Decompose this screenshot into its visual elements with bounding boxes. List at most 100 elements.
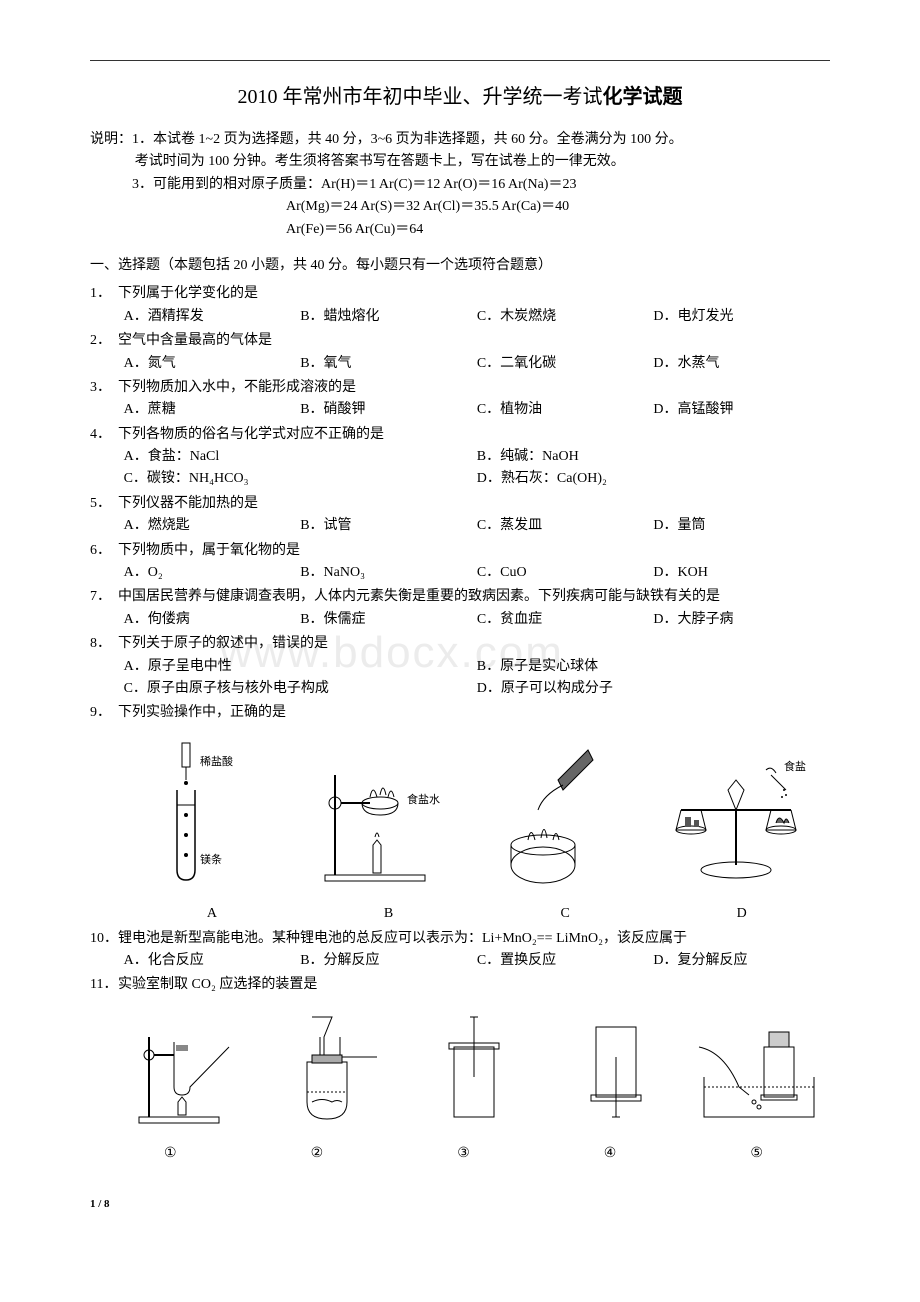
instr-line-2: 考试时间为 100 分钟。考生须将答案书写在答题卡上，写在试卷上的一律无效。 [90,151,830,173]
section-heading: 一、选择题（本题包括 20 小题，共 40 分。每小题只有一个选项符合题意） [90,255,830,277]
q2-opt-c: C．二氧化碳 [477,353,654,375]
question-10: 10．锂电池是新型高能电池。某种锂电池的总反应可以表示为：Li+MnO₂== L… [90,928,830,973]
q6-text: 下列物质中，属于氧化物的是 [118,540,830,562]
q10-text: 锂电池是新型高能电池。某种锂电池的总反应可以表示为：Li+MnO₂== LiMn… [118,928,830,950]
q11-label-3: ③ [390,1143,537,1165]
q6-opt-a: A．O₂ [124,562,301,584]
q9-figure-d: 食盐 [652,735,830,893]
title-prefix: 2010 年常州市年初中毕业、升学统一考试 [238,86,603,108]
q2-opt-a: A．氮气 [124,353,301,375]
q9-fig-a-label-2: 镁条 [200,852,222,866]
q7-text: 中国居民营养与健康调查表明，人体内元素失衡是重要的致病因素。下列疾病可能与缺铁有… [118,586,830,608]
q3-opt-c: C．植物油 [477,399,654,421]
q7-opt-b: B．侏儒症 [300,609,477,631]
q9-num: 9． [90,702,118,724]
question-8: 8．下列关于原子的叙述中，错误的是 A．原子呈电中性 B．原子是实心球体 C．原… [90,633,830,700]
q10-opt-c: C．置换反应 [477,950,654,972]
q5-opt-c: C．蒸发皿 [477,515,654,537]
q7-opt-a: A．佝偻病 [124,609,301,631]
q11-label-4: ④ [537,1143,684,1165]
q5-num: 5． [90,493,118,515]
q4-opt-a: A．食盐：NaCl [124,446,477,468]
question-7: 7．中国居民营养与健康调查表明，人体内元素失衡是重要的致病因素。下列疾病可能与缺… [90,586,830,631]
q2-opt-b: B．氧气 [300,353,477,375]
q6-opt-b: B．NaNO₃ [300,562,477,584]
q8-text: 下列关于原子的叙述中，错误的是 [118,633,830,655]
q9-figure-c [474,735,652,893]
q9-label-b: B [300,903,477,925]
q1-num: 1． [90,283,118,305]
q4-opt-c: C．碳铵：NH₄HCO₃ [124,468,477,490]
q11-option-labels: ① ② ③ ④ ⑤ [90,1143,830,1165]
q4-text: 下列各物质的俗名与化学式对应不正确的是 [118,424,830,446]
q8-opt-c: C．原子由原子核与核外电子构成 [124,678,477,700]
q5-text: 下列仪器不能加热的是 [118,493,830,515]
q11-figure-2 [260,1007,402,1135]
q2-opt-d: D．水蒸气 [653,353,830,375]
q10-opt-d: D．复分解反应 [653,950,830,972]
q11-figure-4 [545,1007,687,1135]
q9-label-d: D [653,903,830,925]
q11-num: 11． [90,974,118,996]
top-rule [90,60,830,61]
q1-opt-b: B．蜡烛熔化 [300,306,477,328]
q3-opt-a: A．蔗糖 [124,399,301,421]
q6-num: 6． [90,540,118,562]
q8-opt-a: A．原子呈电中性 [124,656,477,678]
q10-opt-a: A．化合反应 [124,950,301,972]
q7-opt-d: D．大脖子病 [653,609,830,631]
instr-line-4: Ar(Mg)＝24 Ar(S)＝32 Ar(Cl)＝35.5 Ar(Ca)＝40 [90,196,830,218]
q7-num: 7． [90,586,118,608]
q9-figure-a: 稀盐酸 镁条 [118,735,296,893]
q4-opt-d: D．熟石灰：Ca(OH)₂ [477,468,830,490]
q8-num: 8． [90,633,118,655]
q3-opt-d: D．高锰酸钾 [653,399,830,421]
q5-opt-b: B．试管 [300,515,477,537]
instr-3: 3．可能用到的相对原子质量：Ar(H)＝1 Ar(C)＝12 Ar(O)＝16 … [132,177,576,192]
q9-label-c: C [477,903,654,925]
question-2: 2．空气中含量最高的气体是 A．氮气 B．氧气 C．二氧化碳 D．水蒸气 [90,330,830,375]
q9-label-a: A [124,903,301,925]
q11-label-1: ① [97,1143,244,1165]
page-footer: 1 / 8 [90,1196,830,1214]
q4-num: 4． [90,424,118,446]
q11-label-2: ② [244,1143,391,1165]
q8-opt-b: B．原子是实心球体 [477,656,830,678]
q8-opt-d: D．原子可以构成分子 [477,678,830,700]
q6-opt-c: C．CuO [477,562,654,584]
question-11: 11．实验室制取 CO₂ 应选择的装置是 [90,974,830,1165]
q9-fig-d-label: 食盐 [784,759,806,773]
q11-figure-5 [688,1007,830,1135]
question-9: 9．下列实验操作中，正确的是 稀盐酸 镁条 [90,702,830,925]
instr-line-1: 说明：1．本试卷 1~2 页为选择题，共 40 分，3~6 页为非选择题，共 6… [90,129,830,151]
instructions-block: 说明：1．本试卷 1~2 页为选择题，共 40 分，3~6 页为非选择题，共 6… [90,129,830,241]
q9-option-labels: A B C D [90,903,830,925]
page-title: 2010 年常州市年初中毕业、升学统一考试化学试题 [90,81,830,113]
question-3: 3．下列物质加入水中，不能形成溶液的是 A．蔗糖 B．硝酸钾 C．植物油 D．高… [90,377,830,422]
q5-opt-d: D．量筒 [653,515,830,537]
question-4: 4．下列各物质的俗名与化学式对应不正确的是 A．食盐：NaCl B．纯碱：NaO… [90,424,830,491]
question-1: 1．下列属于化学变化的是 A．酒精挥发 B．蜡烛熔化 C．木炭燃烧 D．电灯发光 [90,283,830,328]
q9-fig-a-label-1: 稀盐酸 [200,754,233,768]
title-bold: 化学试题 [603,86,683,108]
q3-text: 下列物质加入水中，不能形成溶液的是 [118,377,830,399]
q11-label-5: ⑤ [683,1143,830,1165]
q4-opt-b: B．纯碱：NaOH [477,446,830,468]
instr-line-5: Ar(Fe)＝56 Ar(Cu)＝64 [90,219,830,241]
q1-text: 下列属于化学变化的是 [118,283,830,305]
question-6: 6．下列物质中，属于氧化物的是 A．O₂ B．NaNO₃ C．CuO D．KOH [90,540,830,585]
q1-opt-c: C．木炭燃烧 [477,306,654,328]
q3-opt-b: B．硝酸钾 [300,399,477,421]
q11-text: 实验室制取 CO₂ 应选择的装置是 [118,974,830,996]
q2-num: 2． [90,330,118,352]
instr-line-3: 3．可能用到的相对原子质量：Ar(H)＝1 Ar(C)＝12 Ar(O)＝16 … [90,174,830,196]
q3-num: 3． [90,377,118,399]
q9-text: 下列实验操作中，正确的是 [118,702,830,724]
q1-opt-a: A．酒精挥发 [124,306,301,328]
q10-num: 10． [90,928,118,950]
q11-figure-1 [118,1007,260,1135]
q2-text: 空气中含量最高的气体是 [118,330,830,352]
q11-figure-row [90,997,830,1139]
q5-opt-a: A．燃烧匙 [124,515,301,537]
question-5: 5．下列仪器不能加热的是 A．燃烧匙 B．试管 C．蒸发皿 D．量筒 [90,493,830,538]
